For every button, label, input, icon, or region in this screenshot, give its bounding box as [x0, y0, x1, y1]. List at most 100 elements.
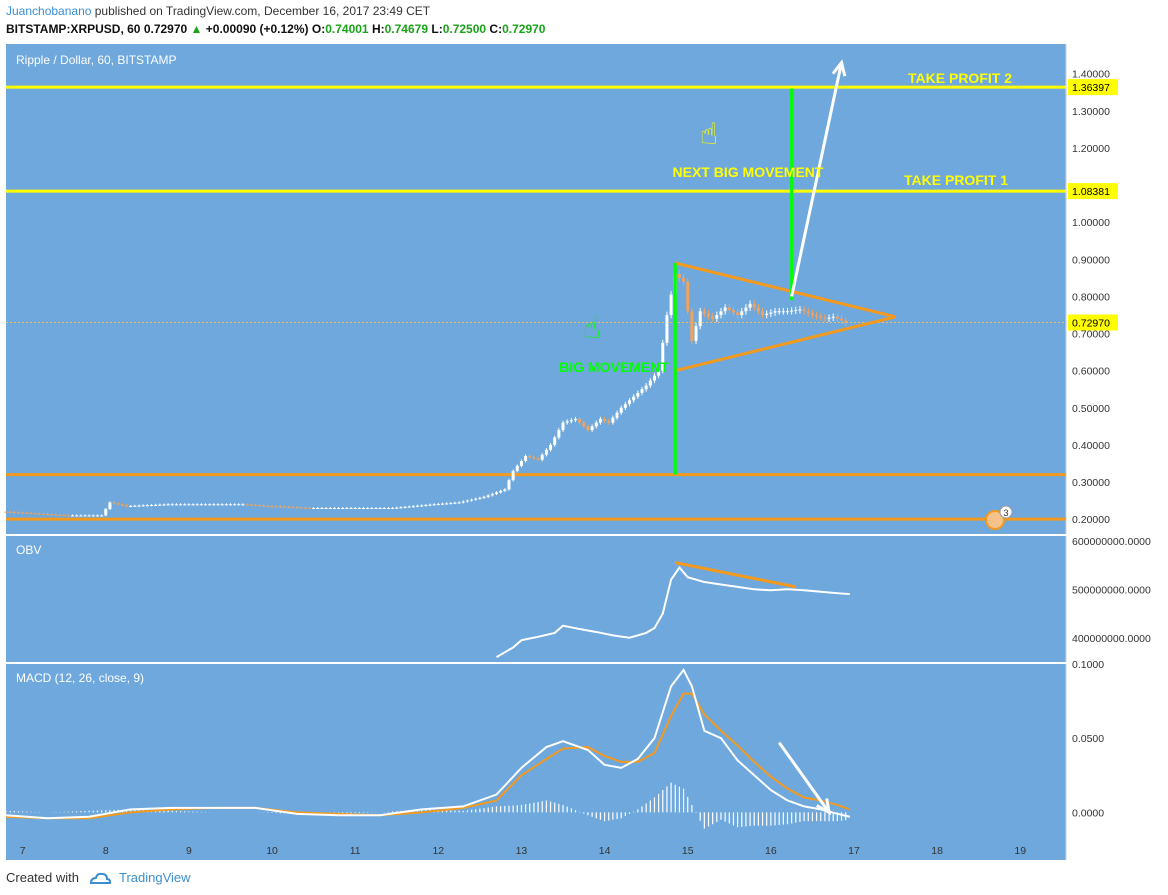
candle-body — [258, 505, 262, 507]
candle-body — [636, 392, 640, 397]
candle-body — [249, 504, 253, 506]
candle-body — [12, 512, 16, 514]
candle-body — [170, 504, 174, 506]
candle-body — [490, 493, 494, 496]
candle-body — [457, 502, 461, 504]
candle-body — [399, 507, 403, 509]
candle-body — [41, 513, 45, 515]
candle-body — [87, 515, 91, 517]
h-value: 0.74679 — [384, 22, 429, 36]
candle-body — [295, 507, 299, 509]
candle-body — [366, 508, 370, 510]
candle-body — [54, 514, 58, 516]
candle-body — [287, 506, 291, 508]
time-tick-label: 8 — [103, 845, 109, 857]
candle-body — [785, 311, 789, 313]
candle-body — [669, 294, 673, 315]
candle-body — [436, 503, 440, 505]
big-movement-label: BIG MOVEMENT — [559, 359, 669, 375]
candle-body — [573, 418, 577, 421]
candle-body — [312, 508, 316, 510]
obv-label: OBV — [16, 543, 41, 557]
candle-body — [765, 313, 769, 315]
candle-body — [33, 513, 37, 515]
candle-body — [25, 512, 29, 514]
candle-body — [474, 498, 478, 500]
pane-bg-3 — [6, 664, 1066, 842]
candle-body — [29, 513, 33, 515]
candle-body — [835, 316, 839, 319]
candle-body — [337, 508, 341, 510]
level-price-tag — [1068, 183, 1118, 200]
candle-body — [515, 465, 519, 471]
candle-body — [790, 310, 794, 312]
candle-body — [353, 508, 357, 510]
candle-body — [528, 456, 532, 458]
candle-body — [420, 505, 424, 507]
candle-body — [120, 504, 124, 506]
candle-body — [723, 307, 727, 312]
candle-body — [465, 500, 469, 502]
candle-body — [345, 508, 349, 510]
candle-body — [125, 505, 129, 507]
candle-body — [682, 277, 686, 282]
obv-tick-label: 400000000.0000 — [1072, 633, 1151, 645]
candle-body — [507, 480, 511, 490]
candle-body — [328, 508, 332, 510]
price-tick-label: 1.40000 — [1072, 69, 1110, 81]
macd-tick-label: 0.1000 — [1072, 659, 1104, 671]
candle-body — [794, 310, 798, 312]
price-tick-label: 1.00000 — [1072, 217, 1110, 229]
candle-body — [320, 508, 324, 510]
candle-body — [694, 326, 698, 341]
candle-body — [540, 454, 544, 460]
candle-body — [332, 508, 336, 510]
candle-body — [183, 504, 187, 506]
time-tick-label: 17 — [848, 845, 860, 857]
candle-body — [187, 504, 191, 506]
candle-body — [324, 508, 328, 510]
time-tick-label: 7 — [20, 845, 26, 857]
level-price-tag-label: 1.08381 — [1072, 186, 1110, 198]
chart-area[interactable]: Ripple / Dollar, 60, BITSTAMP 1.40000 1.30… — [0, 42, 1168, 868]
candle-body — [58, 514, 62, 516]
author-link[interactable]: Juanchobanano — [6, 4, 92, 18]
time-axis-bg — [6, 842, 1066, 860]
level-price-tag — [1068, 79, 1118, 96]
c-value: 0.72970 — [502, 22, 546, 36]
candle-body — [428, 504, 432, 506]
candle-body — [137, 505, 141, 507]
published-text: published on TradingView.com, December 1… — [91, 4, 431, 18]
candle-body — [553, 437, 557, 445]
candle-body — [162, 504, 166, 506]
chart-svg[interactable]: Ripple / Dollar, 60, BITSTAMP 1.40000 1.30… — [0, 42, 1168, 868]
candle-body — [75, 515, 79, 517]
candle-body — [532, 457, 536, 459]
candle-body — [370, 508, 374, 510]
pointing-hand-icon: ☝ — [583, 311, 601, 346]
candle-body — [278, 506, 282, 508]
last-price: 0.72970 — [143, 22, 188, 36]
candle-body — [569, 420, 573, 422]
candle-body — [478, 497, 482, 499]
candle-body — [773, 311, 777, 313]
tradingview-brand[interactable]: TradingView — [118, 870, 191, 885]
price-tick-label: 0.20000 — [1072, 514, 1110, 526]
candle-body — [341, 508, 345, 510]
candle-body — [112, 502, 116, 504]
candle-body — [307, 507, 311, 509]
candle-body — [8, 511, 12, 513]
candle-body — [482, 496, 486, 498]
time-tick-label: 18 — [931, 845, 943, 857]
candle-body — [810, 313, 814, 315]
candle-body — [777, 311, 781, 313]
pane-bg-1 — [6, 44, 1066, 534]
candle-body — [715, 314, 719, 319]
candle-body — [731, 310, 735, 313]
up-triangle-icon: ▲ — [190, 22, 203, 36]
candle-body — [461, 501, 465, 503]
candle-body — [470, 499, 474, 501]
triangle-upper-line — [674, 261, 896, 319]
time-tick-label: 14 — [599, 845, 611, 857]
candle-body — [245, 504, 249, 506]
